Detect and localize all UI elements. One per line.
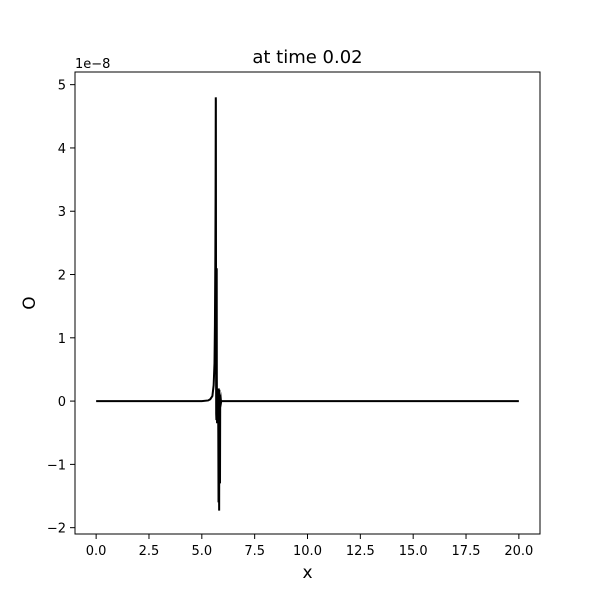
x-tick-label: 5.0: [191, 544, 212, 559]
y-tick-label: 5: [58, 79, 66, 94]
x-tick-label: 20.0: [504, 544, 533, 559]
chart-title: at time 0.02: [252, 47, 362, 68]
x-tick-label: 15.0: [399, 544, 428, 559]
x-tick-label: 7.5: [244, 544, 265, 559]
x-axis-title: x: [302, 563, 312, 583]
y-offset-label: 1e−8: [75, 57, 110, 72]
series-layer: [96, 97, 519, 511]
y-tick-label: 1: [58, 332, 66, 347]
x-tick-label: 2.5: [139, 544, 160, 559]
x-tick-label: 10.0: [293, 544, 322, 559]
y-tick-label: 0: [58, 395, 66, 410]
y-axis-title: O: [20, 296, 40, 309]
series-line: [96, 97, 519, 511]
y-tick-label: 2: [58, 269, 66, 284]
y-tick-label: 3: [58, 205, 66, 220]
y-tick-label: −2: [47, 522, 66, 537]
ticks-layer: 0.0 2.5 5.0 7.5 10.0 12.5 15.0 17.5 20.0 −2 −1 0 1 2 3…: [47, 79, 534, 559]
y-tick-label: 4: [58, 142, 66, 157]
x-tick-label: 0.0: [86, 544, 107, 559]
x-tick-label: 12.5: [346, 544, 375, 559]
plot-frame: [74, 71, 541, 535]
x-tick-label: 17.5: [452, 544, 481, 559]
y-tick-label: −1: [47, 458, 66, 473]
